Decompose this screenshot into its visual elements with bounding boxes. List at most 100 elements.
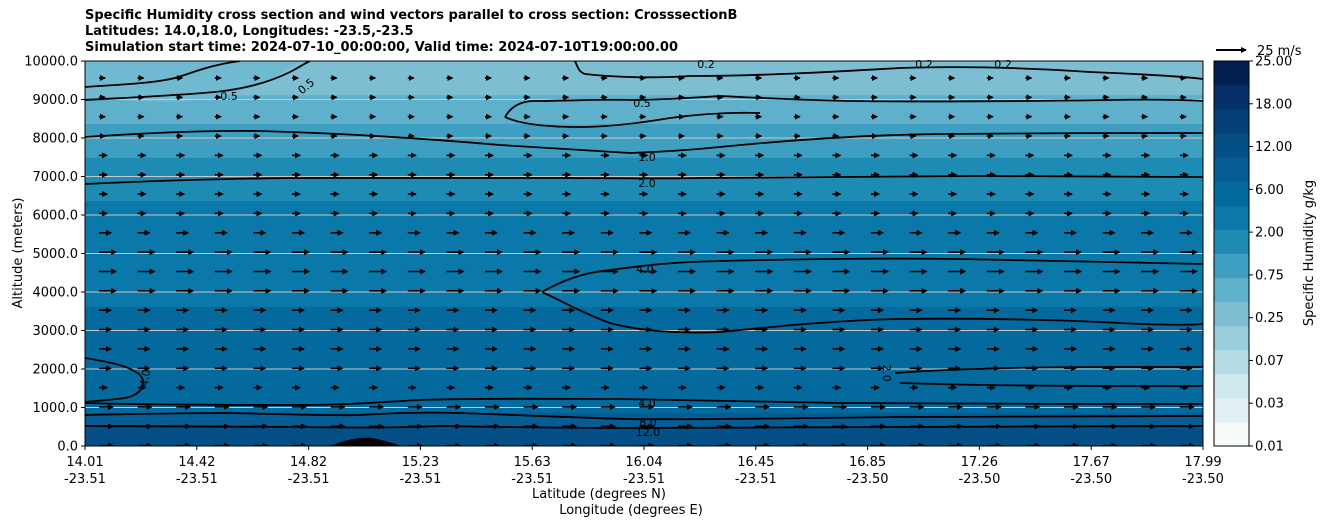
humidity-band	[85, 248, 1203, 254]
humidity-band	[85, 234, 1203, 240]
title-line-1: Specific Humidity cross section and wind…	[85, 8, 738, 23]
humidity-band	[85, 373, 1203, 380]
colorbar-level	[1214, 229, 1249, 254]
x-tick-lon: -23.51	[511, 472, 553, 487]
contour-label: 4.0	[636, 263, 654, 276]
humidity-band	[85, 344, 1203, 351]
contour-label-text: 12.0	[636, 426, 661, 439]
colorbar-level	[1214, 181, 1249, 206]
colorbar-level	[1214, 253, 1249, 279]
humidity-band	[85, 364, 1203, 370]
contour-0.2-left	[85, 61, 241, 88]
x-axis: 14.01 -23.51 14.42 -23.51 14.82 -23.51 15.23 -2…	[64, 446, 1224, 487]
y-tick-label: 7000.0	[33, 170, 79, 185]
contour-label-text: 0.2	[915, 58, 933, 71]
humidity-band	[85, 306, 1203, 312]
title-line-2: Latitudes: 14.0,18.0, Longitudes: -23.5,…	[85, 24, 414, 39]
x-tick-lon: -23.50	[1182, 472, 1224, 487]
humidity-band	[85, 200, 1203, 206]
humidity-band	[85, 349, 1203, 356]
contour-2.0-right-lower	[899, 382, 1203, 387]
x-tick-lon: -23.51	[64, 472, 106, 487]
humidity-band	[85, 311, 1203, 317]
contour-1.0	[85, 129, 1203, 154]
humidity-band	[85, 287, 1203, 293]
contour-label: 0.2	[994, 58, 1012, 71]
colorbar-level	[1214, 349, 1249, 375]
x-tick-lat: 17.26	[961, 455, 998, 470]
humidity-band	[85, 258, 1203, 264]
colorbar: 0.01 0.03 0.07 0.25 0.75 2.00 6.00 12.00 18.00 25…	[1213, 55, 1292, 455]
humidity-band	[85, 267, 1203, 274]
y-tick-label: 6000.0	[33, 209, 79, 224]
contour-label-text: 1.0	[638, 151, 656, 164]
humidity-band	[85, 157, 1203, 163]
humidity-band	[85, 128, 1203, 134]
plot-area: 0.2 0.2 0.20.5 0.50.51.02.04.04.04.08.012.0…	[84, 58, 1204, 447]
contour-label: 1.0	[638, 151, 656, 164]
humidity-band	[85, 186, 1203, 192]
colorbar-level	[1214, 109, 1249, 134]
humidity-band	[85, 219, 1203, 226]
chart-title: Specific Humidity cross section and wind…	[85, 8, 737, 56]
contour-0.5-bubble-lower	[504, 111, 761, 128]
wind-key: 25 m/s	[1216, 44, 1302, 59]
contour-0.5-left	[85, 61, 311, 101]
x-tick-lat: 15.23	[402, 455, 439, 470]
contour-4.0-bottom	[85, 397, 1203, 406]
contour-label-text: 0.5	[220, 90, 238, 103]
contour-label-text: 2.0	[880, 364, 893, 382]
humidity-band	[85, 426, 1203, 433]
wind-key-label: 25 m/s	[1257, 44, 1302, 59]
x-tick-lat: 16.85	[849, 455, 886, 470]
humidity-band	[85, 142, 1203, 149]
colorbar-level	[1214, 421, 1249, 447]
contour-label-text: 0.2	[697, 58, 715, 71]
humidity-band	[85, 277, 1203, 283]
humidity-band	[85, 393, 1203, 399]
y-tick-label: 8000.0	[33, 132, 79, 147]
colorbar-level	[1214, 157, 1249, 182]
x-tick-lon: -23.51	[399, 472, 441, 487]
contour-2.0	[85, 175, 1203, 185]
y-tick-label: 2000.0	[33, 363, 79, 378]
humidity-band	[85, 397, 1203, 404]
contour-4.0-upper	[541, 257, 1203, 293]
x-tick-lat: 15.63	[514, 455, 551, 470]
contour-label: 2.0	[880, 364, 893, 382]
humidity-band	[85, 162, 1203, 168]
x-tick-lon: -23.51	[288, 472, 330, 487]
humidity-band	[85, 239, 1203, 245]
contour-0.2-top	[574, 61, 1203, 80]
humidity-band	[85, 224, 1203, 230]
humidity-band	[85, 85, 1203, 91]
y-tick-label: 10000.0	[24, 55, 78, 70]
humidity-band	[85, 431, 1203, 437]
colorbar-level	[1214, 373, 1249, 399]
humidity-band	[85, 65, 1203, 72]
x-tick-lon: -23.50	[958, 472, 1000, 487]
title-line-3: Simulation start time: 2024-07-10_00:00:…	[85, 40, 678, 55]
contour-12.0	[85, 425, 1203, 429]
contour-label: 12.0	[636, 426, 661, 439]
y-axis: 0.0 1000.0 2000.0 3000.0 4000.0 5000.0 6000.0 7…	[24, 55, 85, 455]
x-tick-lat: 14.42	[178, 455, 215, 470]
y-tick-label: 5000.0	[33, 247, 79, 262]
colorbar-frame	[1213, 60, 1250, 447]
colorbar-tick-label: 0.07	[1255, 354, 1284, 369]
x-tick-lat: 14.82	[290, 455, 327, 470]
contour-2.0-right	[894, 366, 1203, 374]
humidity-band	[85, 292, 1203, 298]
humidity-band	[85, 359, 1203, 365]
humidity-band	[85, 330, 1203, 336]
colorbar-tick-label: 0.75	[1255, 268, 1284, 283]
x-tick-lon: -23.51	[623, 472, 665, 487]
colorbar-tick-label: 0.03	[1255, 397, 1284, 412]
humidity-band	[85, 123, 1203, 129]
humidity-band	[85, 412, 1203, 418]
humidity-band	[85, 296, 1203, 303]
y-tick-label: 3000.0	[33, 324, 79, 339]
humidity-band	[85, 421, 1203, 428]
colorbar-level	[1214, 205, 1249, 230]
